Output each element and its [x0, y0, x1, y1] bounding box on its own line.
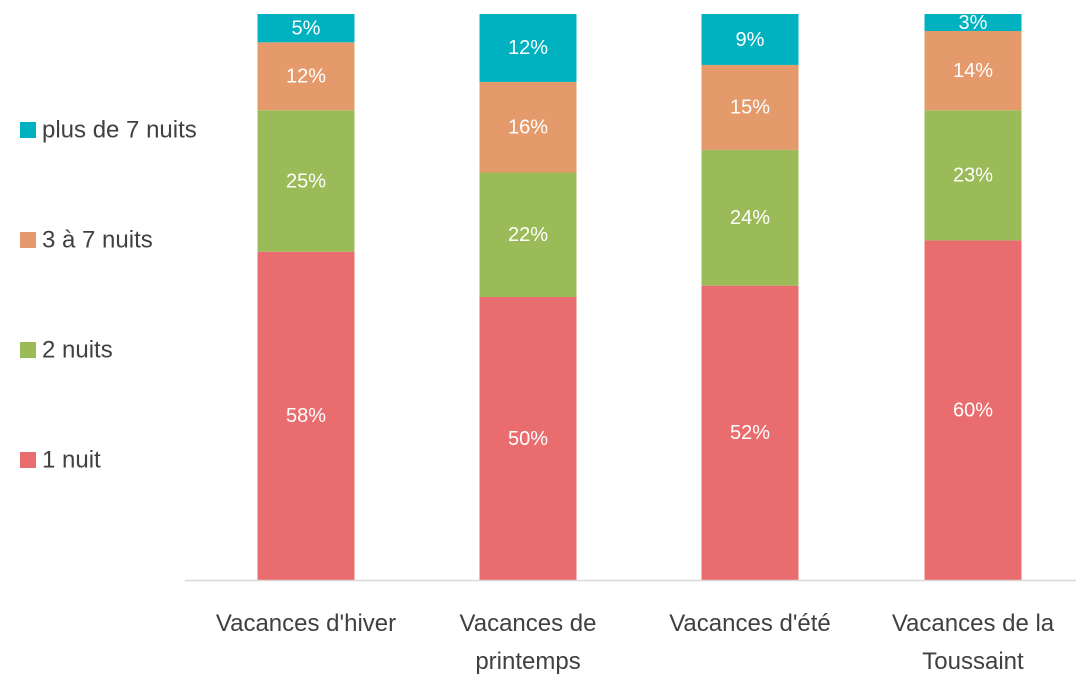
data-label: 22% — [508, 224, 548, 246]
legend-swatch — [20, 122, 36, 138]
data-label: 24% — [730, 207, 770, 229]
bar-segment — [257, 14, 355, 43]
data-label: 14% — [953, 60, 993, 82]
bar-segment — [479, 297, 577, 580]
bar-segment — [257, 110, 355, 252]
bar-segment — [701, 149, 799, 286]
data-label: 25% — [286, 170, 326, 192]
bar-segment — [924, 110, 1022, 241]
legend-label: 1 nuit — [42, 446, 101, 473]
legend-swatch — [20, 342, 36, 358]
bar-segment — [924, 14, 1022, 31]
legend-label: 2 nuits — [42, 336, 113, 363]
legend-swatch — [20, 452, 36, 468]
data-label: 12% — [286, 66, 326, 88]
data-label: 60% — [953, 399, 993, 421]
data-label: 58% — [286, 405, 326, 427]
data-label: 12% — [508, 37, 548, 59]
x-tick-label: Vacances d'été — [669, 610, 831, 637]
data-label: 23% — [953, 165, 993, 187]
bar-segment — [701, 64, 799, 150]
legend-label: 3 à 7 nuits — [42, 226, 153, 253]
data-label: 9% — [736, 29, 765, 51]
data-label: 50% — [508, 428, 548, 450]
x-tick-label: Vacances d'hiver — [215, 610, 397, 637]
x-tick-label: Vacances de la Toussaint — [891, 610, 1055, 675]
data-label: 16% — [508, 116, 548, 138]
bar-segment — [479, 81, 577, 173]
data-label: 52% — [730, 422, 770, 444]
bar-segment — [479, 172, 577, 297]
bar-segment — [924, 30, 1022, 111]
data-label: 5% — [292, 17, 321, 39]
bar-segment — [701, 285, 799, 580]
legend-label: plus de 7 nuits — [42, 116, 197, 143]
bar-segment — [479, 14, 577, 82]
bar-segment — [257, 251, 355, 580]
bar-segment — [257, 42, 355, 111]
bar-segment — [924, 240, 1022, 580]
x-tick-label: Vacances de printemps — [459, 610, 597, 675]
data-label: 3% — [959, 12, 988, 34]
bar-segment — [701, 14, 799, 65]
legend-swatch — [20, 232, 36, 248]
data-label: 15% — [730, 97, 770, 119]
